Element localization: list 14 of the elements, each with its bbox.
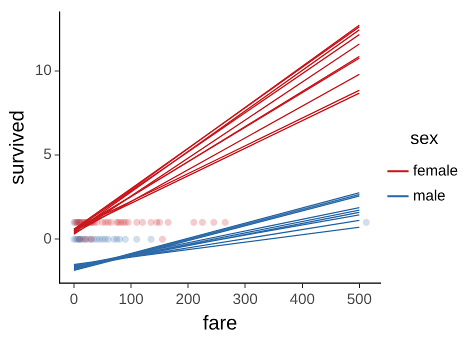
y-axis-title: survived bbox=[6, 110, 29, 185]
y-tick-label: 5 bbox=[43, 146, 52, 164]
y-tick-label: 10 bbox=[34, 62, 52, 80]
legend-label: female bbox=[412, 162, 458, 180]
x-axis-title: fare bbox=[202, 312, 238, 335]
x-tick-label: 200 bbox=[176, 291, 201, 308]
x-tick-label: 300 bbox=[232, 291, 258, 308]
legend-label: male bbox=[412, 187, 446, 204]
x-tick-label: 0 bbox=[70, 291, 78, 308]
x-tick-label: 400 bbox=[290, 291, 315, 308]
x-tick-label: 100 bbox=[118, 291, 144, 308]
x-tick-label: 500 bbox=[346, 291, 372, 308]
y-tick-label: 0 bbox=[43, 230, 52, 248]
legend-title: sex bbox=[410, 128, 438, 148]
